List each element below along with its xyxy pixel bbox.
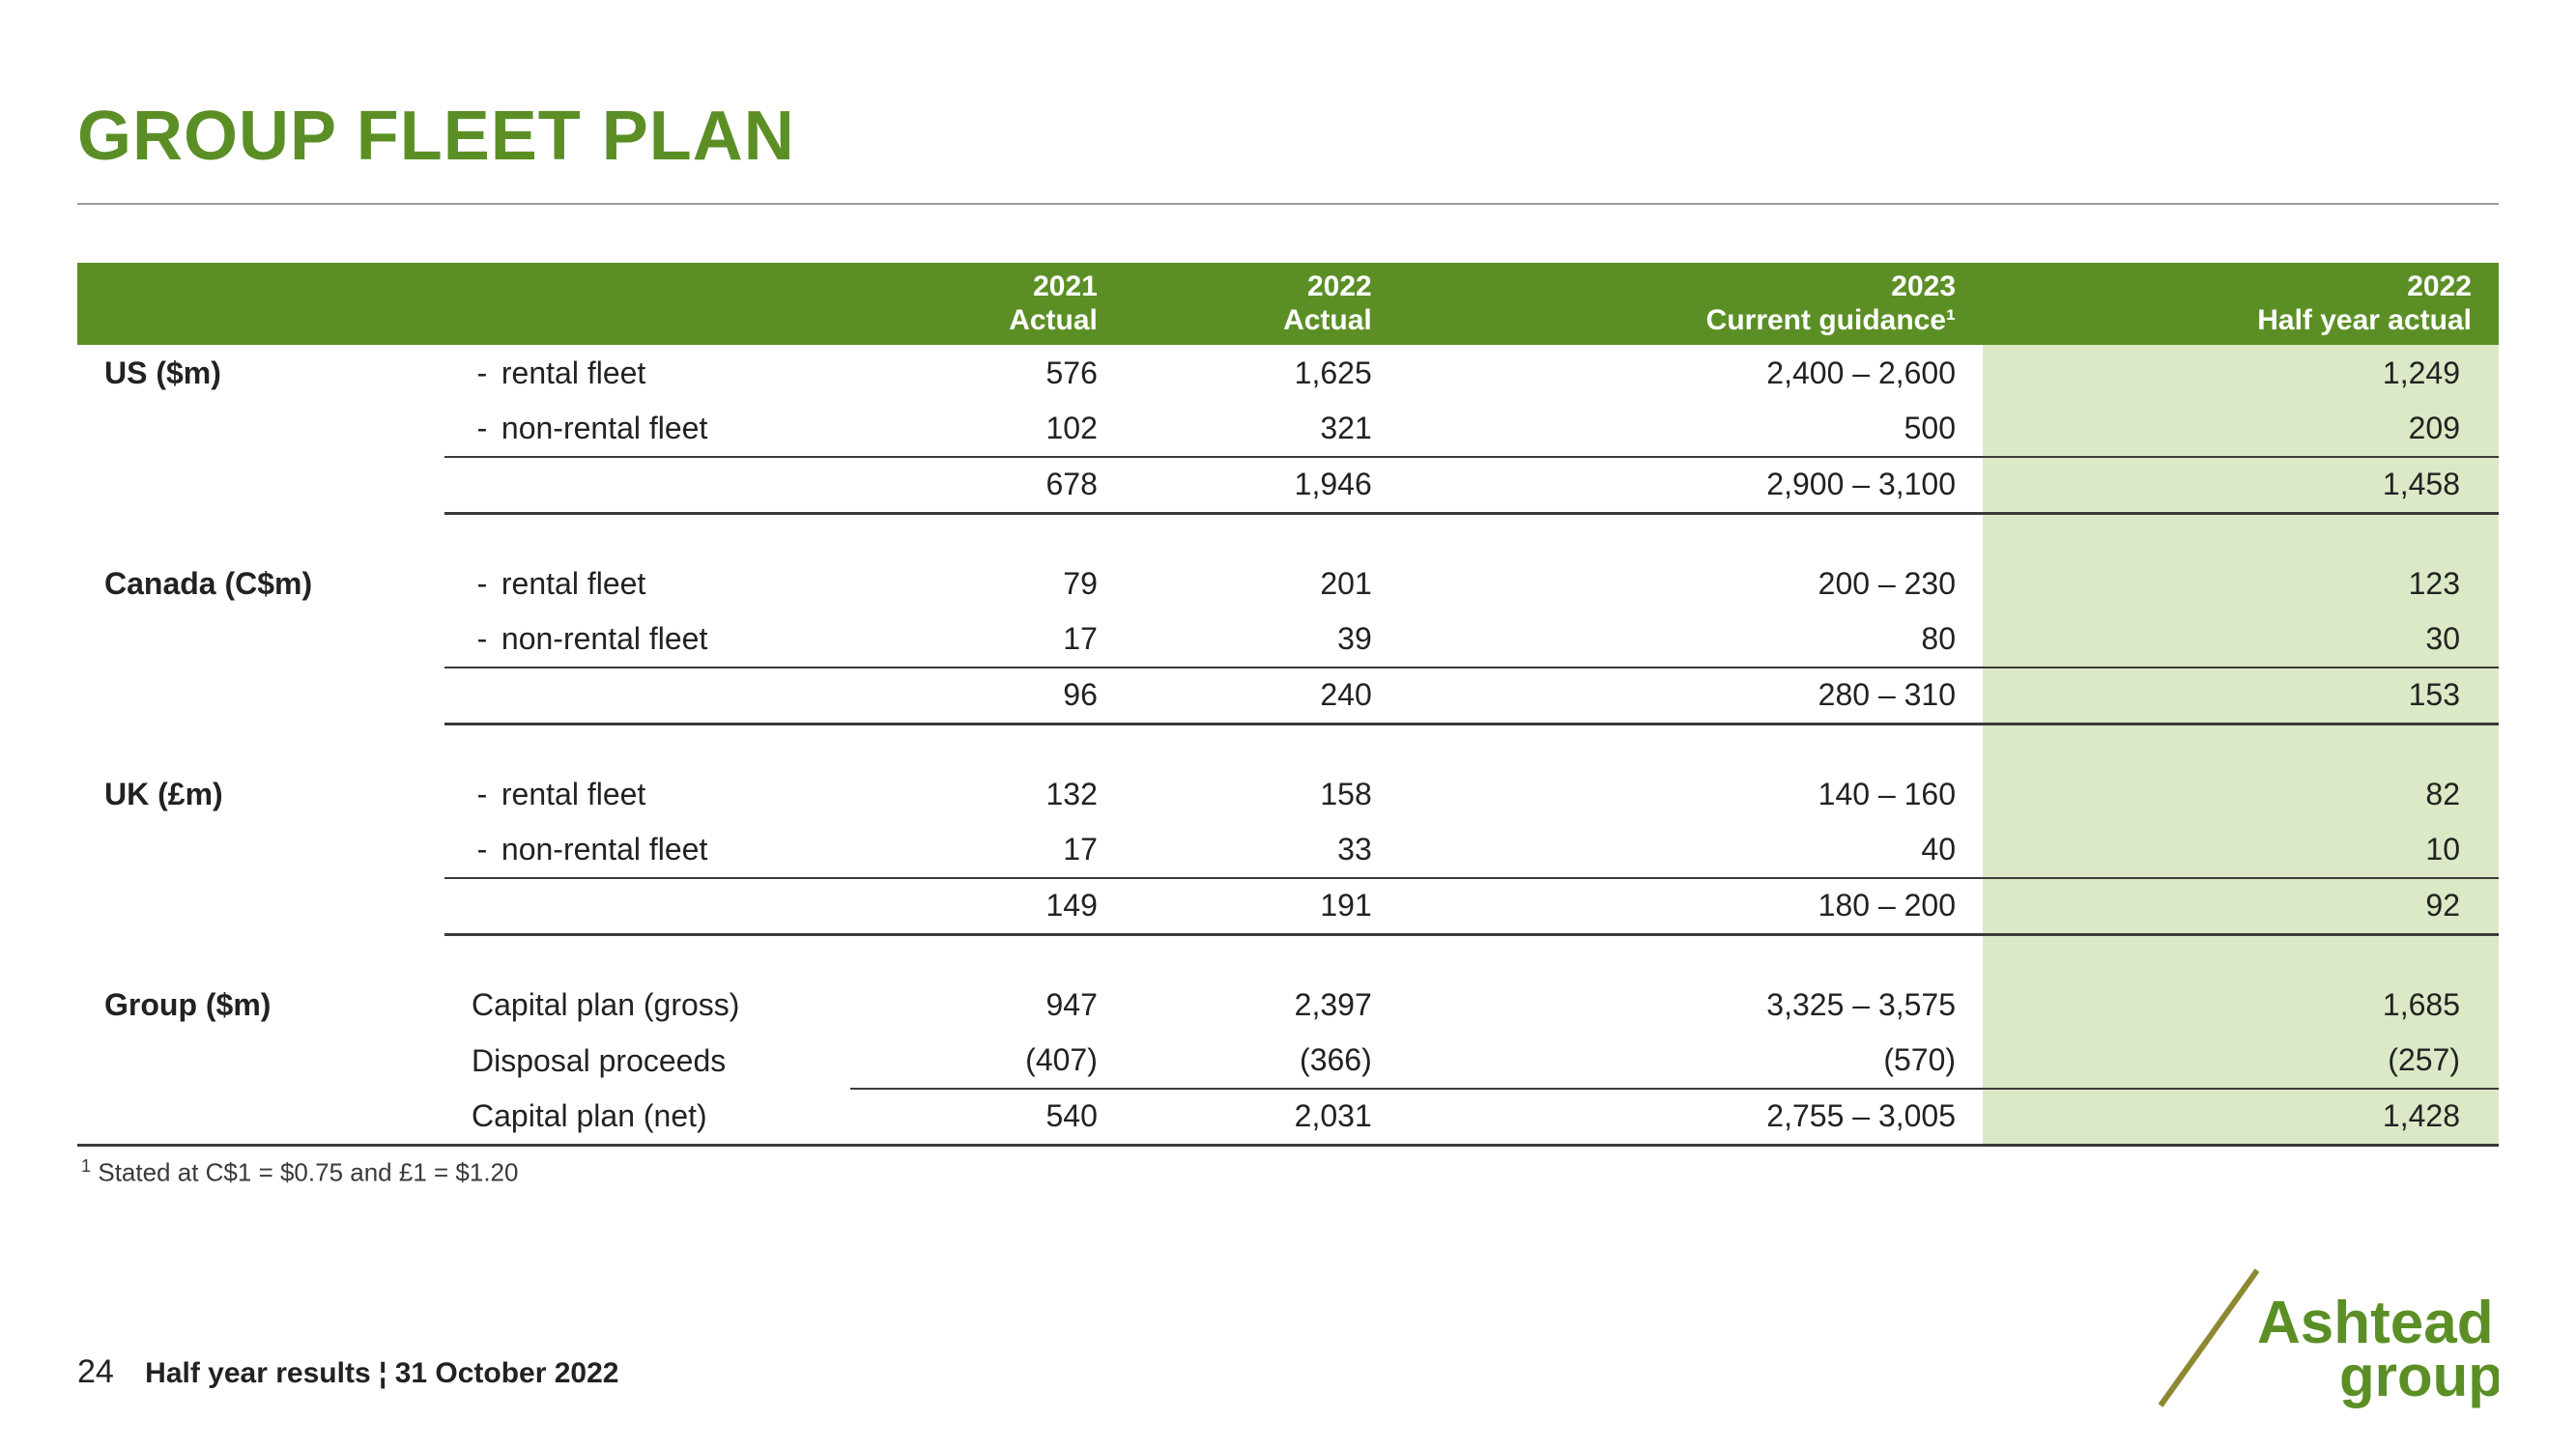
row-sub-label: - non-rental fleet <box>444 822 850 878</box>
row-region-label: Group ($m) <box>77 977 444 1033</box>
table-subtotal-row: 6781,9462,900 – 3,1001,458 <box>77 457 2499 513</box>
title-divider <box>77 203 2499 205</box>
page-number: 24 <box>77 1353 114 1390</box>
page-title: GROUP FLEET PLAN <box>77 97 2499 203</box>
row-sub-label: - rental fleet <box>444 766 850 822</box>
table-row: UK (£m)- rental fleet132158140 – 16082 <box>77 766 2499 822</box>
table-spacer <box>77 934 2499 977</box>
row-region-label: US ($m) <box>77 345 444 401</box>
table-row: US ($m)- rental fleet5761,6252,400 – 2,6… <box>77 345 2499 401</box>
table-subtotal-row: 96240280 – 310153 <box>77 668 2499 724</box>
slide-footer: 24 Half year results ¦ 31 October 2022 <box>77 1353 618 1391</box>
table-subtotal-row: 149191180 – 20092 <box>77 878 2499 934</box>
table-net-row: Capital plan (net)5402,0312,755 – 3,0051… <box>77 1089 2499 1145</box>
col-2022-hy: 2022Half year actual <box>1983 263 2499 345</box>
table-row: Group ($m)Capital plan (gross)9472,3973,… <box>77 977 2499 1033</box>
table-row: - non-rental fleet17398030 <box>77 611 2499 668</box>
row-region-label: Canada (C$m) <box>77 555 444 611</box>
col-2023: 2023Current guidance¹ <box>1399 263 1983 345</box>
row-region-label <box>77 611 444 668</box>
footnote: 1 Stated at C$1 = $0.75 and £1 = $1.20 <box>77 1156 2499 1188</box>
table-spacer <box>77 513 2499 555</box>
ashtead-logo: Ashtead group <box>2151 1265 2499 1410</box>
col-2022: 2022Actual <box>1125 263 1399 345</box>
table-row: Disposal proceeds(407)(366)(570)(257) <box>77 1033 2499 1089</box>
row-region-label <box>77 822 444 878</box>
footnote-text: Stated at C$1 = $0.75 and £1 = $1.20 <box>91 1157 518 1186</box>
footnote-marker: 1 <box>81 1156 91 1176</box>
row-sub-label: - rental fleet <box>444 345 850 401</box>
col-2021: 2021Actual <box>850 263 1125 345</box>
fleet-plan-table: 2021Actual 2022Actual 2023Current guidan… <box>77 263 2499 1147</box>
row-region-label: UK (£m) <box>77 766 444 822</box>
row-sub-label: - rental fleet <box>444 555 850 611</box>
table-spacer <box>77 724 2499 766</box>
row-sub-label: Capital plan (net) <box>444 1089 850 1145</box>
footer-text: Half year results ¦ 31 October 2022 <box>145 1357 618 1389</box>
row-sub-label: Disposal proceeds <box>444 1033 850 1089</box>
row-sub-label: - non-rental fleet <box>444 611 850 668</box>
table-header: 2021Actual 2022Actual 2023Current guidan… <box>77 263 2499 345</box>
row-region-label <box>77 401 444 457</box>
table-row: - non-rental fleet102321500209 <box>77 401 2499 457</box>
row-sub-label: - non-rental fleet <box>444 401 850 457</box>
table-row: Canada (C$m)- rental fleet79201200 – 230… <box>77 555 2499 611</box>
row-region-label <box>77 1033 444 1089</box>
row-sub-label: Capital plan (gross) <box>444 977 850 1033</box>
table-row: - non-rental fleet17334010 <box>77 822 2499 878</box>
table-body: US ($m)- rental fleet5761,6252,400 – 2,6… <box>77 345 2499 1145</box>
svg-text:group: group <box>2339 1344 2499 1408</box>
